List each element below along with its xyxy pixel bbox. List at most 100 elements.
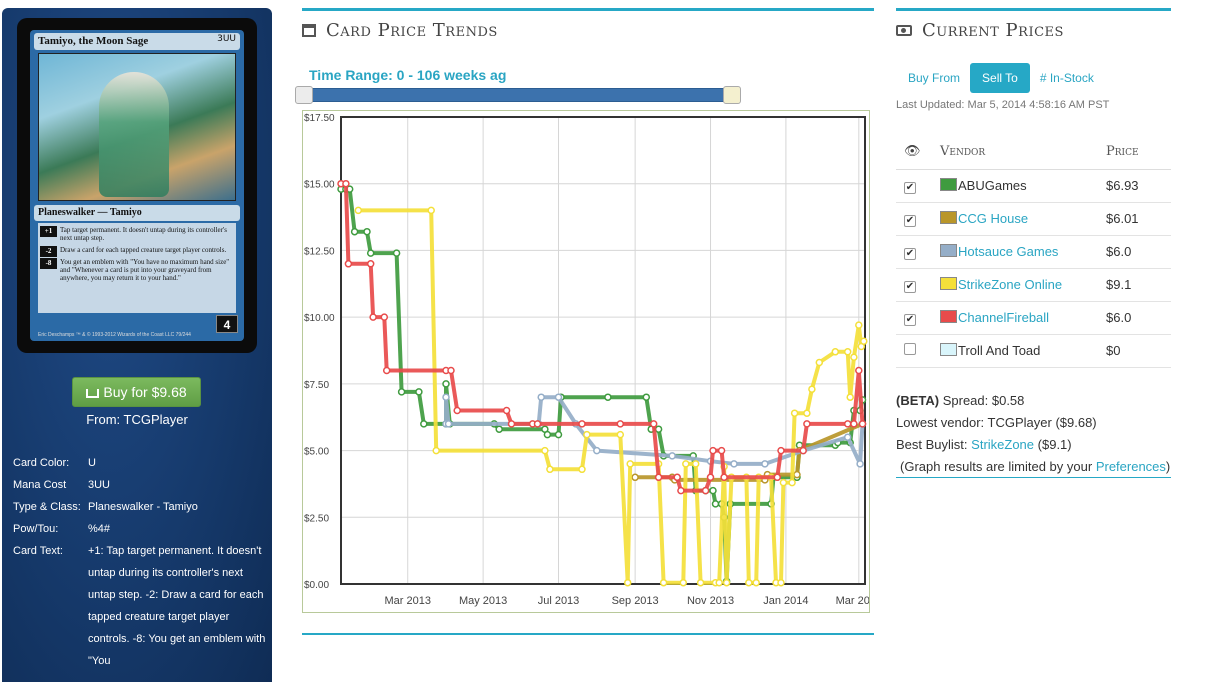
data-point <box>366 249 375 257</box>
tab-buy-from[interactable]: Buy From <box>908 71 961 85</box>
data-point <box>369 313 377 321</box>
card-footer: Eric Deschamps ™ & © 1993-2012 Wizards o… <box>38 332 191 338</box>
data-point <box>442 393 450 401</box>
vendor-price: $0 <box>1106 334 1171 368</box>
data-point <box>546 465 554 474</box>
card-name: Tamiyo, the Moon Sage <box>34 33 240 50</box>
x-tick-label: May 2013 <box>459 595 507 607</box>
spread-value: Spread: $0.58 <box>942 393 1025 408</box>
data-point <box>706 473 715 482</box>
trends-header: Card Price Trends <box>302 20 498 41</box>
detail-value: U <box>88 457 96 469</box>
vendor-color-cell <box>928 202 958 236</box>
buy-button[interactable]: Buy for $9.68 <box>72 377 201 407</box>
data-point <box>578 465 586 474</box>
vendor-row: ✔ StrikeZone Online $9.1 <box>896 268 1171 302</box>
detail-label: Mana Cost <box>13 479 67 491</box>
vendor-visibility-checkbox[interactable]: ✔ <box>904 247 916 260</box>
data-point <box>649 420 658 428</box>
best-buylist-label: Best Buylist: <box>896 437 968 452</box>
vendor-name[interactable]: Hotsauce Games <box>958 235 1106 269</box>
vendor-column-header: Vendor <box>928 135 1106 170</box>
vendor-visibility-checkbox[interactable]: ✔ <box>904 214 916 227</box>
vendor-row: ✔ Hotsauce Games $6.0 <box>896 235 1171 269</box>
ability-text: Draw a card for each tapped creature tar… <box>60 246 227 254</box>
data-point <box>427 206 435 215</box>
data-point <box>344 260 353 268</box>
data-point <box>354 206 363 215</box>
y-tick-label: $5.00 <box>304 447 329 458</box>
vendor-name[interactable]: ChannelFireball <box>958 301 1106 335</box>
data-point <box>502 406 511 415</box>
vendor-visibility-checkbox[interactable]: ✔ <box>904 280 916 293</box>
data-point <box>342 179 350 188</box>
vendor-checkbox-cell: ✔ <box>896 202 928 236</box>
data-point <box>850 353 858 361</box>
plot-border <box>340 116 866 585</box>
detail-value: +1: Tap target permanent. It doesn't unt… <box>88 545 266 667</box>
card-details: Card Color: U Mana Cost 3UU Type & Class: P… <box>13 452 268 672</box>
series-line <box>444 395 865 466</box>
card-frame: Tamiyo, the Moon Sage 3UU Planeswalker —… <box>30 30 244 341</box>
tab-in-stock[interactable]: # In-Stock <box>1039 71 1094 85</box>
card-copyright: ™ & © 1993-2012 Wizards of the Coast LLC… <box>75 332 191 338</box>
card-image: Tamiyo, the Moon Sage 3UU Planeswalker —… <box>17 18 257 353</box>
vendor-price: $9.1 <box>1106 268 1171 302</box>
trends-bottom-rule <box>302 633 874 635</box>
vendor-row: Troll And Toad $0 <box>896 334 1171 368</box>
card-artist: Eric Deschamps <box>38 332 75 338</box>
data-point <box>420 420 428 428</box>
vendor-color-cell <box>928 169 958 203</box>
data-point <box>444 420 453 428</box>
calendar-icon <box>302 24 316 37</box>
money-icon <box>896 25 912 36</box>
price-tabs: Buy From Sell To # In-Stock <box>898 63 1104 93</box>
vendor-name[interactable]: StrikeZone Online <box>958 268 1106 302</box>
vendor-visibility-checkbox[interactable]: ✔ <box>904 313 916 326</box>
stats-rule <box>896 477 1171 478</box>
slider-start-handle[interactable] <box>295 86 313 104</box>
vendor-visibility-checkbox[interactable] <box>904 343 916 355</box>
data-point <box>779 478 788 487</box>
x-tick-label: Jul 2013 <box>538 595 580 607</box>
vendor-color-swatch <box>940 309 957 323</box>
vendor-name[interactable]: CCG House <box>958 202 1106 236</box>
vendor-checkbox-cell: ✔ <box>896 169 928 203</box>
data-point <box>855 366 863 375</box>
data-point <box>752 578 760 587</box>
price-column-header: Price <box>1106 135 1171 170</box>
tab-sell-to[interactable]: Sell To <box>970 63 1030 93</box>
best-buylist-vendor-link[interactable]: StrikeZone <box>971 437 1035 452</box>
time-range-slider[interactable] <box>295 86 741 104</box>
vendor-visibility-checkbox[interactable]: ✔ <box>904 181 916 194</box>
vendor-color-cell <box>928 268 958 302</box>
ability-plus1: +1 Tap target permanent. It doesn't untap… <box>40 226 232 242</box>
data-point <box>382 366 391 375</box>
vendor-table-header: 👁 Vendor Price <box>896 135 1171 170</box>
best-buylist-price: ($9.1) <box>1037 437 1072 452</box>
data-point <box>831 348 840 356</box>
vendor-price: $6.0 <box>1106 235 1171 269</box>
data-point <box>790 409 799 417</box>
preferences-link[interactable]: Preferences <box>1095 459 1166 474</box>
data-point <box>673 473 681 482</box>
vendor-checkbox-cell <box>896 334 928 368</box>
data-point <box>654 425 663 433</box>
data-point <box>850 420 858 428</box>
data-point <box>668 452 676 460</box>
lowest-vendor: Lowest vendor: TCGPlayer ($9.68) <box>896 415 1097 430</box>
data-point <box>803 409 811 417</box>
beta-label: (BETA) <box>896 393 940 408</box>
data-point <box>745 578 753 587</box>
detail-label: Card Text: <box>13 545 63 557</box>
data-point <box>415 388 423 396</box>
vendor-color-swatch <box>940 243 957 257</box>
detail-row: Card Text: +1: Tap target permanent. It d… <box>13 540 268 672</box>
data-point <box>631 473 639 482</box>
cart-icon <box>86 388 100 398</box>
data-point <box>554 393 563 401</box>
slider-end-handle[interactable] <box>723 86 741 104</box>
vendor-row: ✔ CCG House $6.01 <box>896 202 1171 236</box>
detail-value: 3UU <box>88 479 111 491</box>
data-point <box>717 446 726 455</box>
